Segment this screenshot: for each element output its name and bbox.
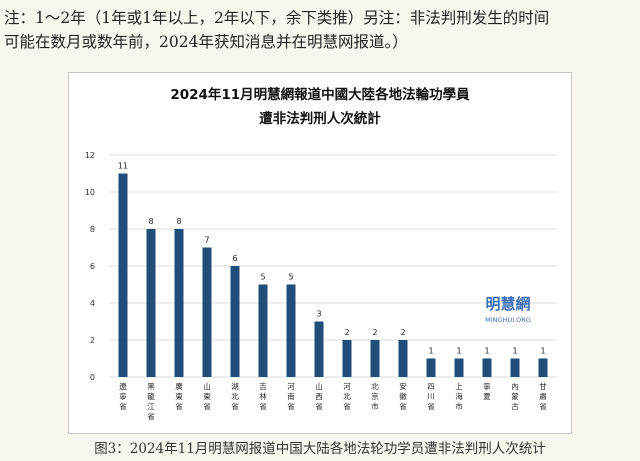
y-tick-label-4: 4 xyxy=(90,299,95,308)
data-label-2: 8 xyxy=(176,217,181,226)
note-line-2: 可能在数月或数年前，2024年获知消息并在明慧网报道。） xyxy=(4,33,408,51)
data-label-4: 6 xyxy=(232,254,237,263)
bar-11 xyxy=(426,358,436,377)
y-tick-label-12: 12 xyxy=(85,151,95,160)
y-tick-label-8: 8 xyxy=(90,225,95,234)
x-tick-label-15: 甘肅省 xyxy=(539,381,547,411)
x-tick-label-0: 遼寧省 xyxy=(119,381,127,411)
bar-15 xyxy=(538,358,548,377)
x-tick-label-11: 四川省 xyxy=(427,382,435,411)
watermark-site: MINGHUI.ORG xyxy=(485,316,531,324)
bar-8 xyxy=(342,340,352,377)
data-label-3: 7 xyxy=(204,236,209,245)
data-label-8: 2 xyxy=(344,328,349,337)
x-tick-label-4: 湖北省 xyxy=(231,382,239,411)
data-label-0: 11 xyxy=(118,162,128,171)
bar-10 xyxy=(398,340,408,377)
bar-14 xyxy=(510,358,520,377)
bar-2 xyxy=(174,229,184,377)
x-tick-label-6: 河南省 xyxy=(287,382,295,411)
x-tick-label-14: 內蒙古 xyxy=(511,382,519,411)
data-label-13: 1 xyxy=(484,347,489,356)
bar-9 xyxy=(370,340,380,377)
y-tick-label-0: 0 xyxy=(90,373,95,382)
bar-4 xyxy=(230,266,240,377)
data-label-9: 2 xyxy=(372,328,377,337)
chart-title-line-2: 遭非法判刑人次統計 xyxy=(259,110,381,127)
x-tick-label-7: 山西省 xyxy=(315,381,323,411)
x-tick-label-12: 上海市 xyxy=(455,382,463,411)
bar-3 xyxy=(202,247,212,377)
y-tick-label-6: 6 xyxy=(90,262,95,271)
bar-13 xyxy=(482,358,492,377)
note-text: 注：1～2年（1年或1年以上，2年以下，余下类推）另注：非法判刑发生的时间 可能… xyxy=(4,6,636,54)
bar-6 xyxy=(286,284,296,377)
y-tick-label-10: 10 xyxy=(85,188,95,197)
figure-caption: 图3：2024年11月明慧网报道中国大陆各地法轮功学员遭非法判刑人次统计 xyxy=(94,441,546,457)
chart-frame: 2024年11月明慧網報道中國大陸各地法輪功學員 遭非法判刑人次統計 0 2 4 6 8 10… xyxy=(68,72,572,434)
x-tick-label-2: 廣東省 xyxy=(175,381,183,411)
data-label-12: 1 xyxy=(456,347,461,356)
watermark-name: 明慧網 xyxy=(485,295,530,313)
data-label-5: 5 xyxy=(260,273,265,282)
note-line-1: 注：1～2年（1年或1年以上，2年以下，余下类推）另注：非法判刑发生的时间 xyxy=(4,9,550,27)
bar-5 xyxy=(258,284,268,377)
data-label-11: 1 xyxy=(428,347,433,356)
data-label-15: 1 xyxy=(540,347,545,356)
bar-0 xyxy=(118,173,128,377)
data-label-1: 8 xyxy=(148,217,153,226)
x-tick-label-8: 河北省 xyxy=(343,382,351,411)
bar-1 xyxy=(146,229,156,377)
x-tick-label-3: 山東省 xyxy=(203,381,211,411)
y-tick-label-2: 2 xyxy=(90,336,95,345)
bar-12 xyxy=(454,358,464,377)
data-label-14: 1 xyxy=(512,347,517,356)
x-tick-label-1: 黑龍江省 xyxy=(147,382,155,421)
x-tick-label-13: 寧夏 xyxy=(483,381,491,401)
x-tick-label-9: 北京市 xyxy=(371,382,379,411)
x-tick-label-5: 吉林省 xyxy=(259,382,267,411)
x-tick-label-10: 安徽省 xyxy=(399,381,407,411)
data-label-10: 2 xyxy=(400,328,405,337)
bar-7 xyxy=(314,321,324,377)
data-label-7: 3 xyxy=(316,310,321,319)
data-label-6: 5 xyxy=(288,273,293,282)
chart-title-line-1: 2024年11月明慧網報道中國大陸各地法輪功學員 xyxy=(170,86,470,103)
